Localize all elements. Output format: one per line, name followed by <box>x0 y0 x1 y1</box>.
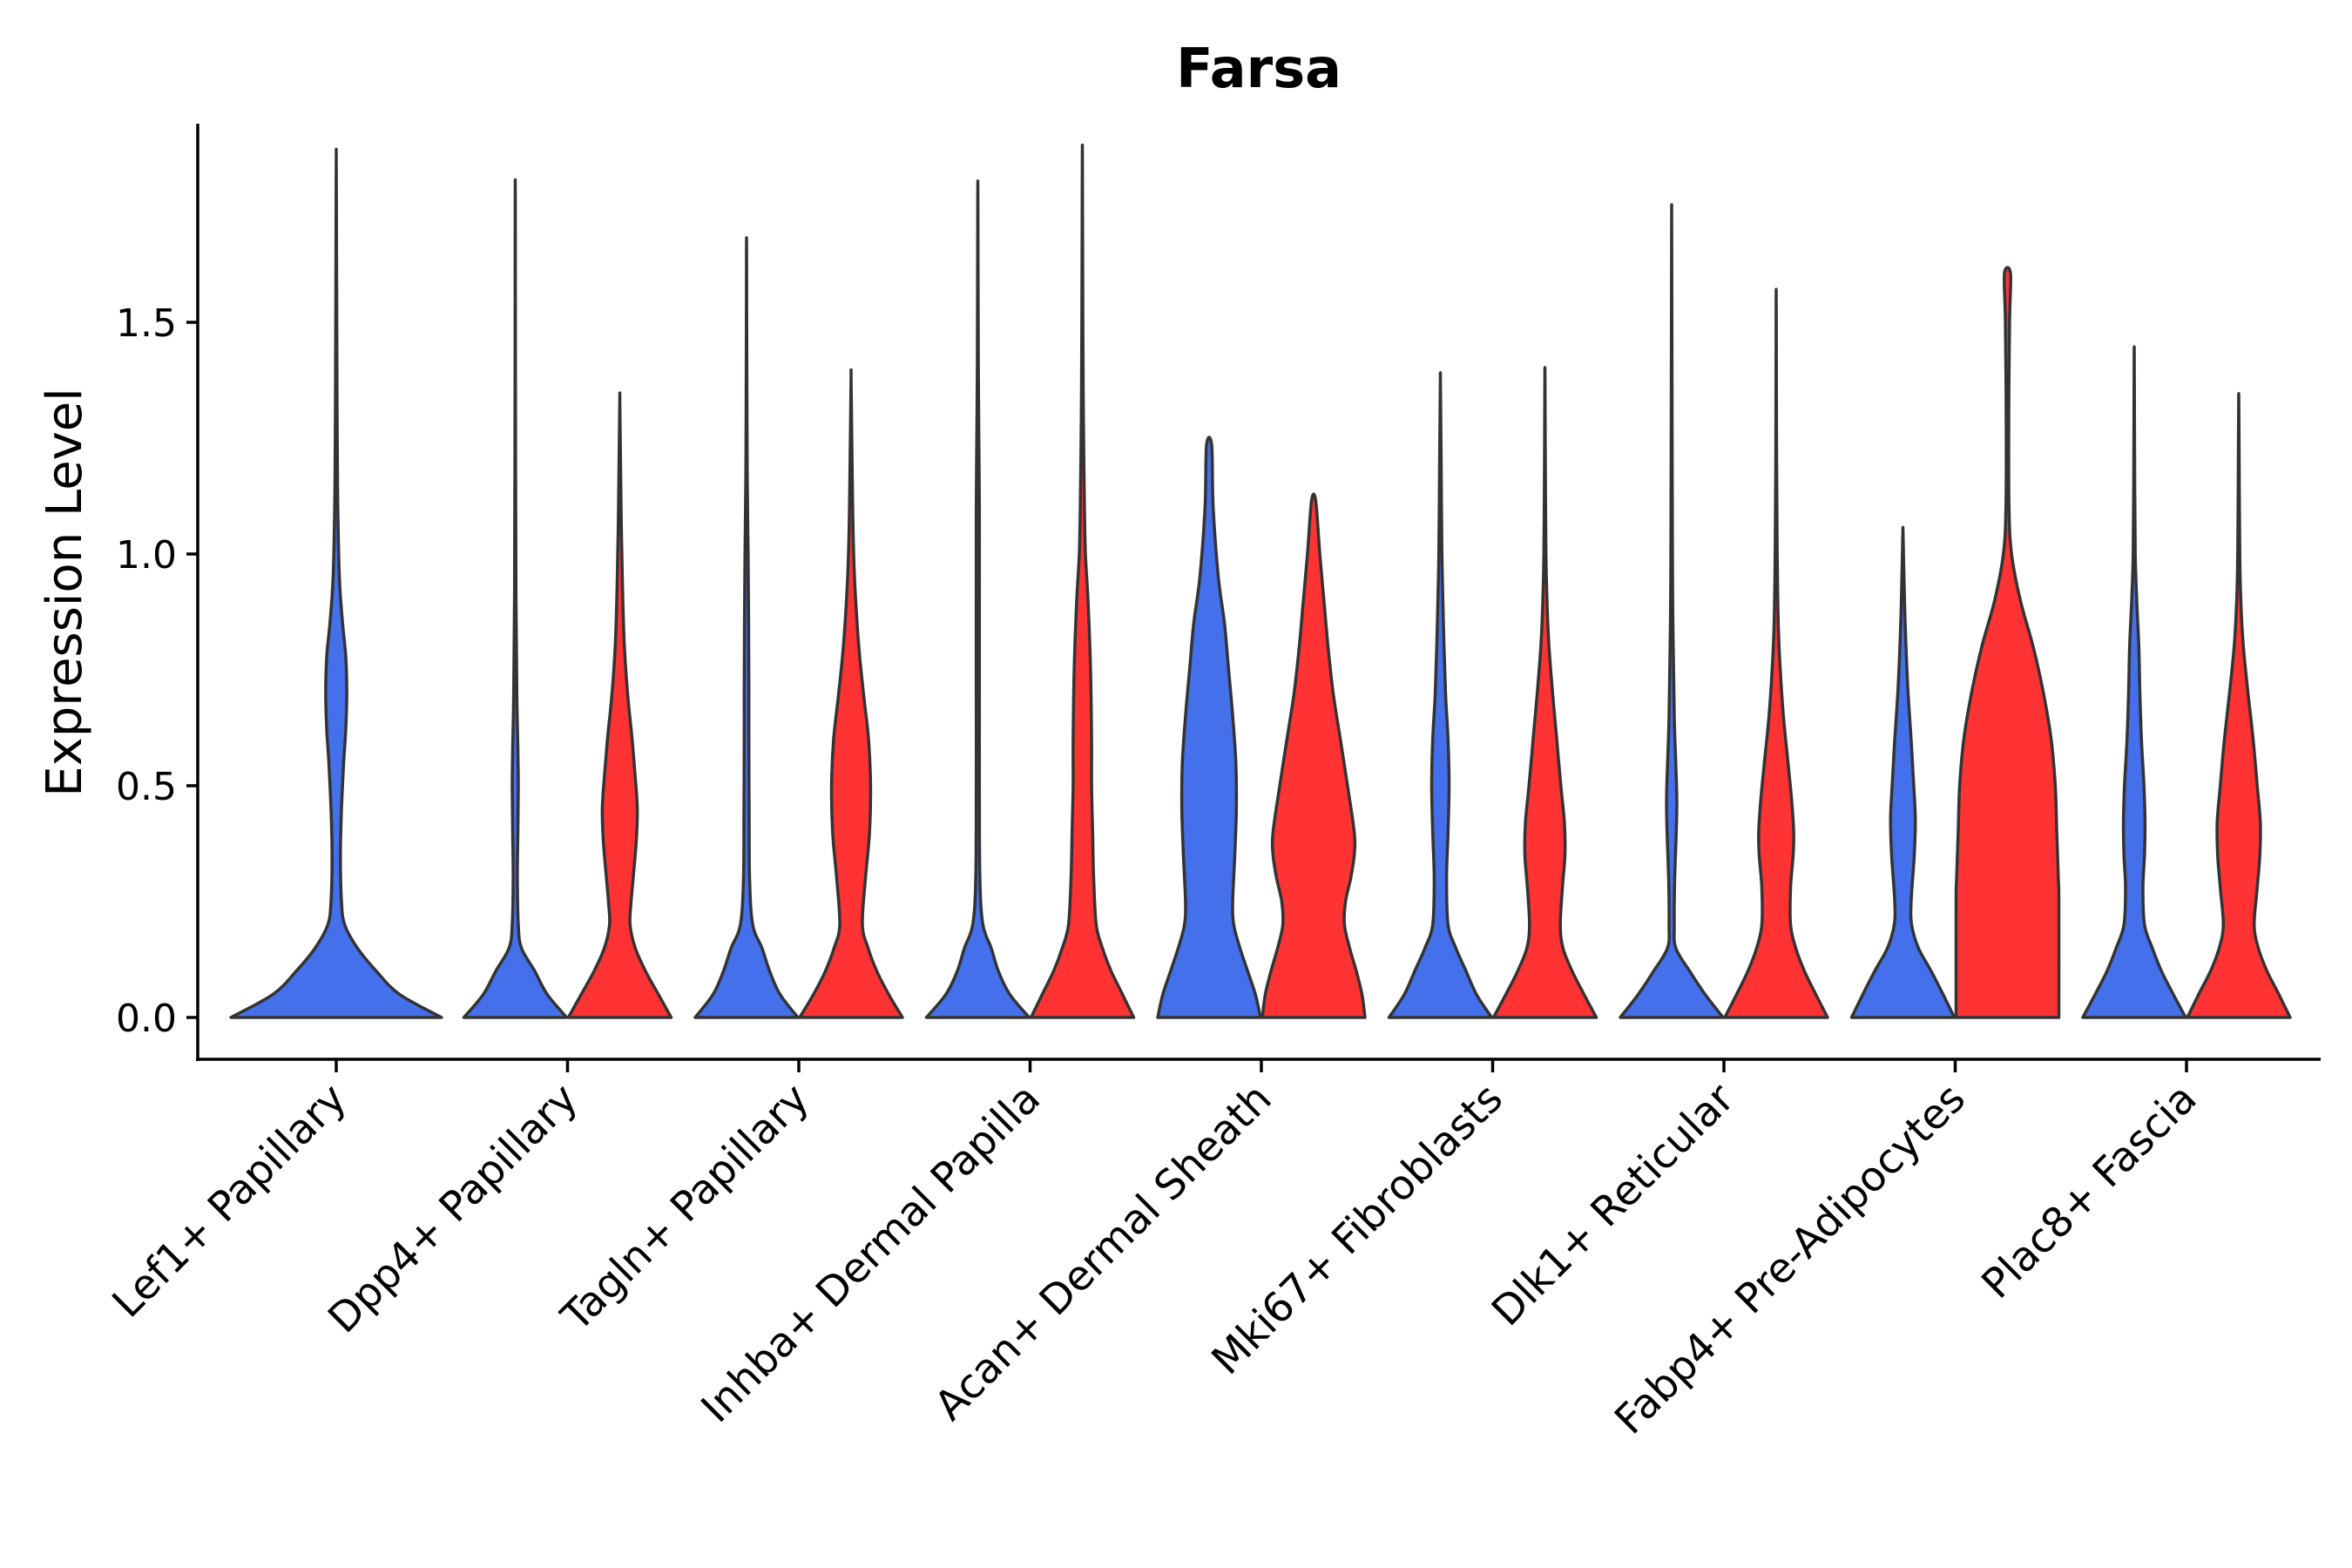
violin-blue <box>462 178 569 1019</box>
violin-red <box>1260 492 1367 1019</box>
violin-red <box>1723 287 1829 1019</box>
violin-red <box>798 368 904 1019</box>
x-category-label: Tagln+ Papillary <box>552 1075 819 1342</box>
violin-blue <box>693 236 800 1019</box>
x-category-label: Dpp4+ Papillary <box>319 1075 587 1343</box>
violin-blue <box>924 179 1031 1019</box>
violin-red <box>1491 366 1598 1019</box>
x-category-label: Plac8+ Fascia <box>1973 1075 2207 1308</box>
violin-blue <box>1849 525 1957 1019</box>
violins <box>229 143 2292 1019</box>
violin-red <box>566 391 673 1019</box>
chart-title: Farsa <box>1176 37 1342 100</box>
y-tick-label: 0.0 <box>116 997 177 1041</box>
violin-blue <box>1387 371 1494 1019</box>
violin-blue <box>1619 203 1725 1019</box>
y-tick-label: 0.5 <box>116 765 177 809</box>
y-tick-label: 1.0 <box>116 533 177 578</box>
x-category-label: Lef1+ Papillary <box>104 1075 356 1328</box>
x-category-label: Dlk1+ Reticular <box>1483 1074 1744 1335</box>
violin-red <box>1029 143 1136 1019</box>
y-axis-ticks: 0.0 0.5 1.0 1.5 <box>116 301 198 1041</box>
violin-red <box>2186 392 2292 1019</box>
y-tick-label: 1.5 <box>116 301 177 346</box>
y-axis-label: Expression Level <box>37 388 93 797</box>
violin-blue <box>1156 436 1262 1019</box>
violin-blue <box>2081 345 2187 1019</box>
violin-red <box>1954 266 2061 1019</box>
violin-blue <box>229 147 443 1019</box>
